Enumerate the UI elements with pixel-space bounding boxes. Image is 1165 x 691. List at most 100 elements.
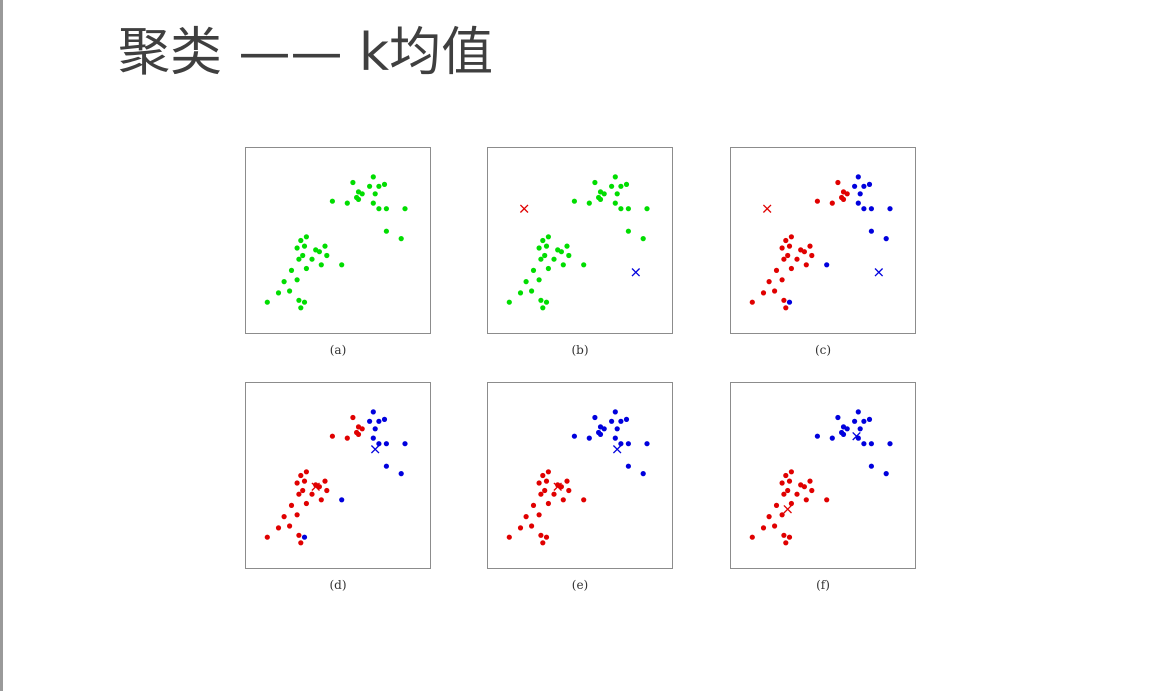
data-point-red (355, 431, 362, 437)
data-point-green (303, 265, 309, 272)
panel-caption: (e) (571, 578, 589, 592)
data-point-red (545, 500, 551, 507)
scatter-plot (245, 382, 431, 569)
data-point-red (551, 491, 557, 497)
data-point-blue (370, 409, 376, 415)
data-point-red (540, 472, 546, 479)
data-point-red (309, 491, 315, 497)
data-point-red (564, 478, 570, 484)
data-point-green (296, 297, 302, 303)
data-point-blue (866, 416, 873, 422)
data-point-green (301, 243, 308, 249)
data-point-blue (857, 426, 863, 432)
data-point-green (281, 279, 287, 285)
data-point-green (612, 200, 618, 206)
data-point-red (303, 500, 309, 507)
data-point-green (318, 262, 324, 268)
data-point-red (560, 497, 566, 503)
data-point-blue (861, 183, 867, 189)
data-point-red (287, 523, 293, 529)
data-point-green (264, 299, 270, 305)
data-point-green (581, 262, 587, 268)
data-point-blue (855, 174, 861, 180)
data-point-red (766, 514, 772, 520)
data-point-red (783, 237, 789, 244)
centroid-marker-blue (370, 445, 380, 454)
data-point-red (803, 262, 809, 268)
data-point-green (644, 206, 650, 212)
data-point-green (543, 299, 550, 305)
data-point-blue (844, 426, 850, 432)
data-point-red (294, 512, 300, 518)
data-point-blue (824, 262, 830, 268)
data-point-green (529, 288, 535, 294)
data-point-green (316, 249, 322, 255)
data-point-red (542, 487, 548, 494)
centroid-marker-blue (874, 268, 884, 277)
data-point-red (794, 491, 800, 497)
data-point-green (625, 228, 631, 234)
data-point-green (545, 265, 551, 272)
data-point-green (350, 179, 356, 186)
data-point-blue (592, 414, 598, 421)
centroid-marker-red (553, 482, 562, 491)
data-point-red (840, 196, 847, 202)
data-point-red (523, 514, 529, 520)
data-point-green (370, 200, 376, 206)
data-point-blue (301, 534, 308, 540)
data-point-green (370, 174, 376, 180)
data-point-red (801, 249, 807, 255)
data-point-green (376, 183, 382, 189)
data-point-red (779, 512, 785, 518)
data-point-red (779, 245, 785, 251)
data-point-green (383, 206, 389, 212)
data-point-red (545, 469, 551, 475)
data-point-red (781, 256, 787, 262)
data-point-green (339, 262, 345, 268)
data-point-red (829, 200, 835, 206)
data-point-red (773, 267, 780, 273)
data-point-red (288, 502, 295, 508)
data-point-green (609, 183, 615, 189)
data-point-green (538, 256, 544, 262)
data-point-red (538, 491, 544, 497)
data-point-red (517, 525, 524, 531)
data-point-red (794, 256, 800, 262)
centroid-marker-red (311, 482, 320, 491)
data-point-red (781, 532, 787, 538)
data-point-red (264, 534, 270, 540)
data-point-green (381, 181, 388, 187)
data-point-green (545, 234, 551, 240)
data-point-red (294, 480, 300, 486)
data-point-blue (601, 426, 607, 432)
scatter-panel-e: (e) (487, 382, 673, 592)
data-point-blue (855, 409, 861, 415)
data-point-blue (625, 463, 631, 469)
data-point-red (536, 512, 542, 518)
data-point-blue (840, 431, 847, 437)
panel-caption: (d) (329, 578, 347, 592)
data-point-blue (829, 435, 835, 441)
data-point-blue (612, 409, 618, 415)
data-point-green (301, 299, 308, 305)
data-point-green (618, 206, 624, 212)
data-point-red (529, 523, 535, 529)
data-point-green (536, 277, 542, 283)
data-point-green (355, 196, 362, 202)
data-point-blue (402, 441, 408, 447)
data-point-green (586, 200, 592, 206)
data-point-blue (861, 441, 867, 447)
data-point-red (322, 478, 328, 484)
data-point-blue (835, 414, 841, 421)
data-point-blue (868, 463, 874, 469)
data-point-blue (609, 418, 615, 424)
data-point-green (398, 236, 404, 242)
data-point-red (749, 299, 755, 305)
data-point-green (530, 267, 537, 273)
panel-caption: (c) (814, 343, 832, 357)
data-point-red (788, 265, 794, 272)
data-point-blue (814, 433, 820, 439)
data-point-red (324, 487, 330, 494)
data-point-green (329, 198, 335, 204)
panel-caption: (f) (816, 578, 830, 592)
